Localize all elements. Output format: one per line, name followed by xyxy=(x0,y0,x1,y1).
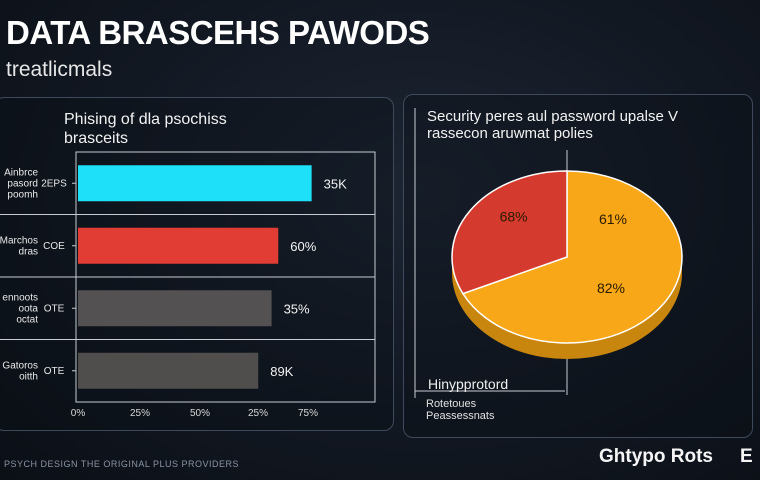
x-tick-label: 0% xyxy=(71,408,86,419)
pie-slice-label: 68% xyxy=(500,209,528,225)
bar xyxy=(78,352,259,389)
bar-chart-title: Phising of dla psochiss brasceits xyxy=(64,111,227,147)
bar-value-label: 89K xyxy=(270,364,293,379)
bar xyxy=(78,165,312,202)
pie-footer-title: Hinypprotord xyxy=(428,376,509,392)
pie-slice-label: 82% xyxy=(597,280,625,296)
category-marker: COE xyxy=(43,241,65,252)
x-tick-label: 75% xyxy=(298,408,318,419)
bar-value-label: 35% xyxy=(284,301,310,316)
bar xyxy=(78,227,279,264)
pie-extra-label: 61% xyxy=(599,211,627,227)
page-subtitle: treatlicmals xyxy=(6,58,113,81)
bar xyxy=(78,290,272,327)
category-label: Marchos dras xyxy=(0,235,38,257)
pie-slice xyxy=(451,170,568,295)
page-title: DATA BRASCEHS PAWODS xyxy=(6,14,430,51)
category-marker: OTE xyxy=(44,303,65,314)
x-tick-label: 50% xyxy=(190,408,210,419)
pie-slice xyxy=(461,170,683,344)
bar-value-label: 35K xyxy=(324,176,347,191)
category-label: ennoots oota octat xyxy=(2,292,38,325)
pie-chart-title: Security peres aul password upalse V ras… xyxy=(427,108,678,142)
brand-logo-tail: E xyxy=(740,446,753,467)
category-marker: 2EPS xyxy=(41,178,67,189)
category-marker: OTE xyxy=(44,366,65,377)
pie-footer-note: Rotetoues Peassessnats xyxy=(426,398,495,422)
x-tick-label: 25% xyxy=(248,408,268,419)
bar-value-label: 60% xyxy=(290,239,316,254)
footer-credits: PSYCH DESIGN THE ORIGINAL PLUS PROVIDERS xyxy=(4,459,240,469)
brand-logo: Ghtypo Rots xyxy=(599,446,713,467)
category-label: Ainbrce pasord poomh xyxy=(4,167,38,200)
x-tick-label: 25% xyxy=(130,408,150,419)
category-label: Gatoros oitth xyxy=(2,360,38,382)
